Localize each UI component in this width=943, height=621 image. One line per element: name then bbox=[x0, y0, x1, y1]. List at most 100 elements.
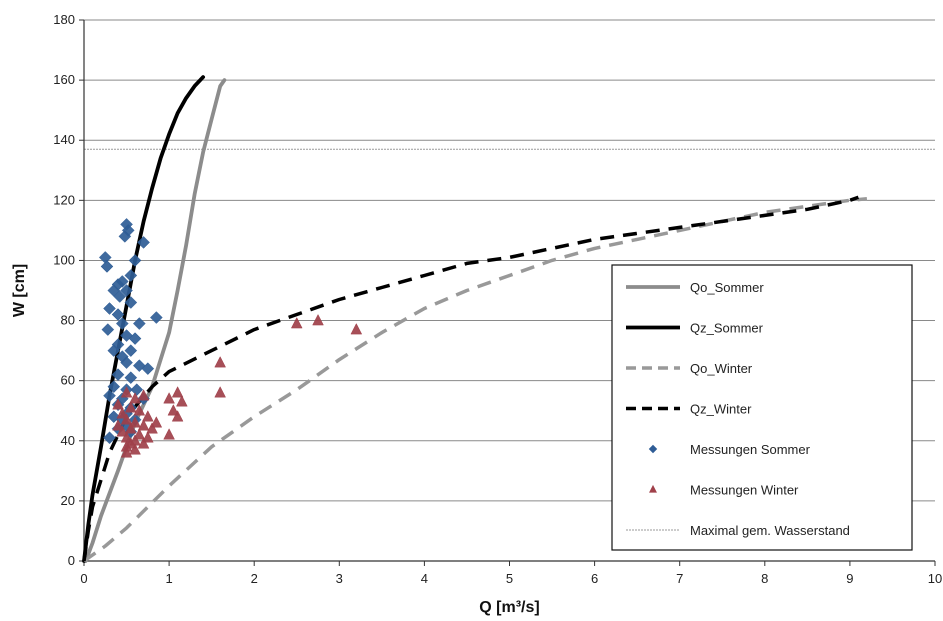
data-point-messungen-winter bbox=[116, 425, 129, 437]
data-point-messungen-sommer bbox=[103, 302, 116, 315]
y-axis-title: W [cm] bbox=[11, 264, 28, 317]
x-tick-label: 3 bbox=[336, 571, 343, 586]
data-point-messungen-winter bbox=[124, 401, 137, 413]
data-point-messungen-winter bbox=[312, 314, 324, 326]
data-point-messungen-winter bbox=[176, 395, 188, 407]
data-point-messungen-winter bbox=[124, 422, 137, 434]
data-point-messungen-winter bbox=[171, 410, 184, 422]
data-point-messungen-sommer bbox=[141, 362, 155, 375]
y-tick-label: 140 bbox=[53, 132, 75, 147]
x-tick-label: 2 bbox=[251, 571, 258, 586]
y-tick-label: 180 bbox=[53, 12, 75, 27]
y-tick-label: 20 bbox=[61, 493, 75, 508]
data-point-messungen-sommer bbox=[120, 356, 133, 369]
data-point-messungen-winter bbox=[137, 437, 150, 449]
data-point-messungen-winter bbox=[163, 428, 175, 440]
y-tick-label: 80 bbox=[61, 313, 75, 328]
legend-swatch-messungen-sommer bbox=[648, 444, 658, 454]
legend-swatch-messungen-winter bbox=[649, 484, 657, 493]
x-tick-label: 7 bbox=[676, 571, 683, 586]
data-point-messungen-winter bbox=[214, 356, 226, 368]
data-point-messungen-sommer bbox=[111, 368, 125, 382]
y-tick-label: 120 bbox=[53, 192, 75, 207]
data-point-messungen-sommer bbox=[107, 344, 121, 357]
x-tick-label: 1 bbox=[165, 571, 172, 586]
data-point-messungen-winter bbox=[350, 323, 363, 335]
data-point-messungen-winter bbox=[142, 410, 154, 422]
data-point-messungen-winter bbox=[137, 419, 150, 431]
x-axis-title: Q [m³/s] bbox=[479, 599, 539, 616]
data-point-messungen-sommer bbox=[107, 380, 121, 394]
data-point-messungen-winter bbox=[142, 431, 154, 443]
x-tick-label: 0 bbox=[80, 571, 87, 586]
data-point-messungen-winter bbox=[290, 317, 303, 329]
data-point-messungen-winter bbox=[120, 386, 133, 398]
marker-layer bbox=[98, 218, 363, 458]
data-point-messungen-winter bbox=[214, 386, 226, 398]
data-point-messungen-sommer bbox=[124, 269, 138, 282]
data-point-messungen-winter bbox=[129, 392, 141, 404]
y-tick-label: 160 bbox=[53, 72, 75, 87]
data-point-messungen-sommer bbox=[120, 284, 133, 297]
data-point-messungen-sommer bbox=[132, 317, 146, 330]
y-tick-label: 60 bbox=[61, 373, 75, 388]
x-tick-label: 9 bbox=[846, 571, 853, 586]
data-point-messungen-winter bbox=[167, 404, 180, 416]
axes-layer bbox=[79, 19, 936, 566]
data-point-messungen-sommer bbox=[149, 311, 163, 324]
data-point-messungen-sommer bbox=[128, 332, 142, 345]
y-tick-label: 40 bbox=[61, 433, 75, 448]
data-point-messungen-sommer bbox=[137, 236, 150, 249]
data-point-messungen-sommer bbox=[100, 260, 114, 273]
data-point-messungen-winter bbox=[133, 404, 146, 416]
data-point-messungen-sommer bbox=[132, 359, 146, 372]
data-point-messungen-winter bbox=[129, 443, 141, 455]
data-point-messungen-sommer bbox=[103, 431, 116, 445]
series-line-qo-sommer bbox=[83, 78, 227, 563]
data-point-messungen-winter bbox=[116, 407, 129, 419]
data-point-messungen-winter bbox=[133, 428, 146, 440]
series-line-qz-winter bbox=[82, 195, 859, 562]
data-point-messungen-sommer bbox=[101, 323, 115, 336]
data-point-messungen-winter bbox=[171, 386, 184, 398]
data-point-messungen-sommer bbox=[103, 389, 116, 403]
data-point-messungen-winter bbox=[112, 398, 124, 410]
x-tick-label: 8 bbox=[761, 571, 768, 586]
legend-label-messungen-sommer: Messungen Sommer bbox=[690, 442, 811, 457]
legend-label-qo-winter: Qo_Winter bbox=[690, 361, 753, 376]
y-tick-label: 100 bbox=[53, 252, 75, 267]
legend: Qo_Sommer Qz_Sommer Qo_Winter Qz_Winter Mess… bbox=[611, 264, 913, 551]
data-point-messungen-sommer bbox=[124, 371, 138, 385]
y-tick-label: 0 bbox=[68, 553, 75, 568]
data-point-messungen-winter bbox=[112, 419, 124, 431]
legend-box bbox=[611, 264, 913, 551]
tick-label-layer: 0 20 40 60 80 100 120 140 160 180 0 1 2 3 4 5 6 7 8 9 10 bbox=[53, 12, 942, 586]
legend-label-maximal-gem-wasserstand: Maximal gem. Wasserstand bbox=[690, 523, 850, 538]
grid-layer bbox=[84, 19, 935, 502]
x-tick-label: 4 bbox=[421, 571, 428, 586]
series-line-qo-winter bbox=[82, 197, 868, 563]
series-layer bbox=[82, 75, 868, 563]
legend-label-qz-sommer: Qz_Sommer bbox=[690, 321, 764, 336]
data-point-messungen-winter bbox=[120, 413, 133, 425]
x-tick-label: 10 bbox=[928, 571, 942, 586]
data-point-messungen-sommer bbox=[111, 308, 125, 321]
data-point-messungen-sommer bbox=[98, 251, 112, 264]
data-point-messungen-winter bbox=[146, 422, 158, 434]
data-point-messungen-winter bbox=[150, 416, 163, 428]
series-line-qz-sommer bbox=[82, 75, 205, 563]
data-point-messungen-sommer bbox=[124, 344, 138, 357]
data-point-messungen-sommer bbox=[118, 230, 132, 243]
x-tick-label: 6 bbox=[591, 571, 598, 586]
data-point-messungen-winter bbox=[129, 416, 141, 428]
data-point-messungen-sommer bbox=[128, 254, 142, 267]
data-point-messungen-winter bbox=[137, 389, 150, 401]
data-point-messungen-sommer bbox=[124, 296, 138, 309]
x-tick-label: 5 bbox=[506, 571, 513, 586]
data-point-messungen-sommer bbox=[130, 383, 144, 397]
legend-label-qz-winter: Qz_Winter bbox=[690, 402, 752, 417]
data-point-messungen-sommer bbox=[113, 290, 127, 303]
data-point-messungen-winter bbox=[163, 392, 175, 404]
data-point-messungen-winter bbox=[120, 446, 133, 458]
